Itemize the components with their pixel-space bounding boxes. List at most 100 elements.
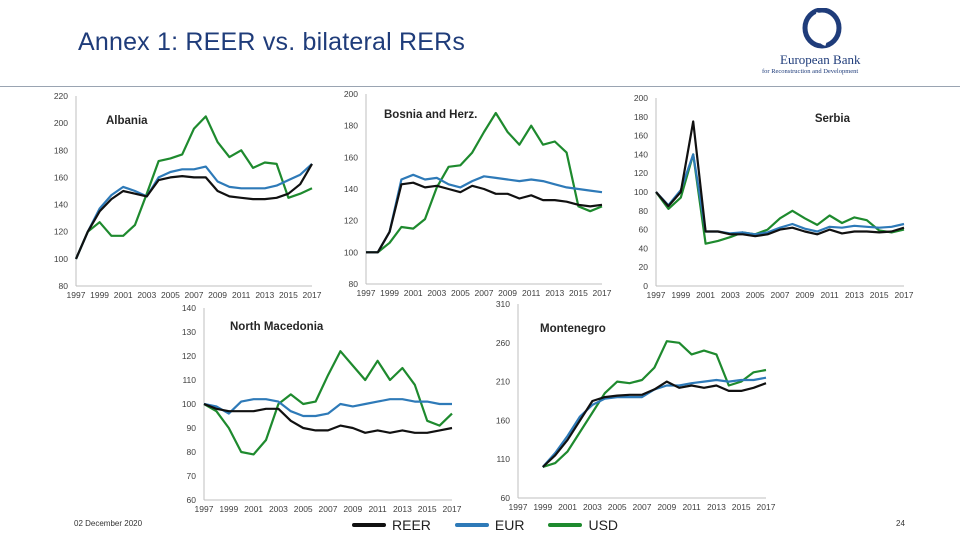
bosnia-and-herz-x-tick-label: 2001 [404, 288, 423, 298]
header-divider [0, 86, 960, 87]
north-macedonia-y-tick-label: 120 [182, 351, 196, 361]
montenegro-y-tick-label: 260 [496, 338, 510, 348]
montenegro-x-tick-label: 1999 [533, 502, 552, 512]
bosnia-and-herz-series-usd [366, 111, 603, 254]
serbia-x-tick-label: 2003 [721, 290, 740, 300]
north-macedonia-y-tick-label: 140 [182, 303, 196, 313]
chart-bosnia: 80 100 120 140 160 180 200 1997 1999 2001 2003 2005… [344, 89, 612, 298]
ebrd-logo-icon [802, 8, 842, 49]
north-macedonia-x-tick-label: 2005 [294, 504, 313, 514]
serbia-x-tick-label: 1997 [647, 290, 666, 300]
serbia-y-tick-label: 40 [639, 243, 649, 253]
montenegro-y-tick-label: 160 [496, 415, 510, 425]
albania-x-tick-label: 2003 [137, 290, 156, 300]
bosnia-and-herz-y-tick-label: 200 [344, 89, 358, 99]
albania-y-tick-label: 100 [54, 254, 68, 264]
north-macedonia-y-tick-label: 100 [182, 399, 196, 409]
bosnia-and-herz-y-tick-label: 80 [349, 279, 359, 289]
serbia-y-tick-label: 60 [639, 225, 649, 235]
albania-x-tick-label: 1999 [90, 290, 109, 300]
bosnia-and-herz-x-tick-label: 2009 [498, 288, 517, 298]
legend-label-usd: USD [588, 517, 619, 533]
albania-series-reer [74, 163, 313, 260]
montenegro-x-tick-label: 2015 [732, 502, 751, 512]
montenegro-x-tick-label: 2001 [558, 502, 577, 512]
serbia-series-eur [655, 153, 905, 236]
montenegro-x-tick-label: 2003 [583, 502, 602, 512]
serbia-y-tick-label: 80 [639, 206, 649, 216]
bosnia-and-herz-x-tick-label: 2005 [451, 288, 470, 298]
chart-albania: 80 100 120 140 160 180 200 220 1997 1999 2001 2003 2… [54, 91, 322, 300]
north-macedonia-x-tick-label: 2011 [368, 504, 387, 514]
page-number: 24 [896, 519, 905, 528]
page-title: Annex 1: REER vs. bilateral RERs [78, 28, 466, 56]
north-macedonia-x-tick-label: 1999 [219, 504, 238, 514]
north-macedonia-x-tick-label: 2009 [343, 504, 362, 514]
bosnia-and-herz-x-tick-label: 2011 [522, 288, 541, 298]
bosnia-and-herz-x-tick-label: 1997 [357, 288, 376, 298]
albania-x-tick-label: 2009 [208, 290, 227, 300]
north-macedonia-x-tick-label: 2007 [319, 504, 338, 514]
montenegro-x-tick-label: 1997 [509, 502, 528, 512]
albania-series-usd [74, 115, 313, 260]
chart-montenegro: 60 110 160 210 260 310 1997 1999 2001 2003 2005 200… [496, 299, 776, 512]
serbia-x-tick-label: 2017 [895, 290, 914, 300]
north-macedonia-series-usd [203, 350, 453, 456]
serbia-y-tick-label: 180 [634, 112, 648, 122]
serbia-y-tick-label: 20 [639, 262, 649, 272]
footer-date: 02 December 2020 [74, 519, 143, 528]
north-macedonia-x-tick-label: 2013 [393, 504, 412, 514]
serbia-y-tick-label: 100 [634, 187, 648, 197]
albania-y-tick-label: 220 [54, 91, 68, 101]
serbia-x-tick-label: 2015 [870, 290, 889, 300]
albania-y-tick-label: 120 [54, 227, 68, 237]
legend-item-reer: REER [352, 517, 431, 533]
albania-series-eur [74, 163, 313, 260]
albania-y-tick-label: 140 [54, 200, 68, 210]
serbia-x-tick-label: 2011 [820, 290, 839, 300]
north-macedonia-y-tick-label: 90 [187, 423, 197, 433]
bosnia-and-herz-y-tick-label: 140 [344, 184, 358, 194]
legend-swatch-usd [548, 523, 583, 527]
albania-x-tick-label: 2015 [279, 290, 298, 300]
serbia-series-reer [655, 120, 905, 238]
serbia-x-tick-label: 2005 [746, 290, 765, 300]
legend-swatch-eur [454, 523, 489, 527]
bosnia-and-herz-x-tick-label: 2017 [593, 288, 612, 298]
serbia-x-tick-label: 2013 [845, 290, 864, 300]
north-macedonia-chart-title: North Macedonia [230, 321, 324, 333]
bosnia-and-herz-series-reer [366, 181, 603, 254]
logo-name: European Bank [780, 52, 861, 67]
serbia-x-tick-label: 2001 [696, 290, 715, 300]
serbia-y-tick-label: 160 [634, 131, 648, 141]
montenegro-y-tick-label: 210 [496, 377, 510, 387]
north-macedonia-x-tick-label: 2001 [244, 504, 263, 514]
montenegro-x-tick-label: 2007 [633, 502, 652, 512]
north-macedonia-x-tick-label: 2015 [418, 504, 437, 514]
montenegro-x-tick-label: 2011 [682, 502, 701, 512]
albania-x-tick-label: 2013 [255, 290, 274, 300]
bosnia-and-herz-y-tick-label: 160 [344, 152, 358, 162]
bosnia-and-herz-y-tick-label: 100 [344, 247, 358, 257]
north-macedonia-y-tick-label: 130 [182, 327, 196, 337]
serbia-x-tick-label: 2009 [795, 290, 814, 300]
serbia-y-tick-label: 200 [634, 93, 648, 103]
legend-label-eur: EUR [494, 517, 525, 533]
bosnia-and-herz-x-tick-label: 2015 [569, 288, 588, 298]
north-macedonia-y-tick-label: 80 [187, 447, 197, 457]
albania-y-tick-label: 200 [54, 118, 68, 128]
bosnia-and-herz-x-tick-label: 2007 [475, 288, 494, 298]
montenegro-y-tick-label: 310 [496, 299, 510, 309]
north-macedonia-x-tick-label: 2017 [443, 504, 462, 514]
albania-y-tick-label: 80 [59, 281, 69, 291]
montenegro-series-usd [542, 340, 767, 469]
bosnia-and-herz-x-tick-label: 2013 [545, 288, 564, 298]
montenegro-series-reer [542, 380, 767, 468]
north-macedonia-y-tick-label: 110 [182, 375, 196, 385]
albania-x-tick-label: 2007 [185, 290, 204, 300]
albania-x-tick-label: 2017 [303, 290, 322, 300]
montenegro-x-tick-label: 2017 [757, 502, 776, 512]
chart-legend: REER EUR USD [352, 515, 642, 535]
bosnia-and-herz-y-tick-label: 120 [344, 216, 358, 226]
legend-item-eur: EUR [454, 517, 525, 533]
